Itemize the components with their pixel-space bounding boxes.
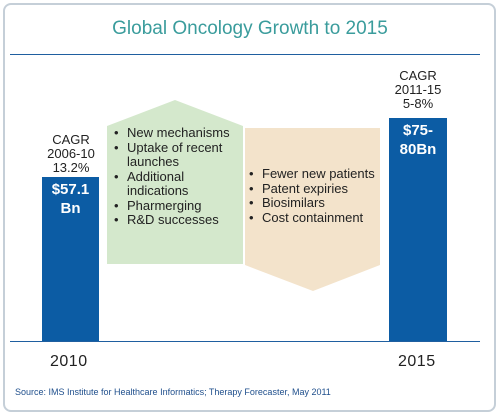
bar-2010-label-line-2: Bn <box>60 200 81 217</box>
year-label-2015: 2015 <box>398 353 436 370</box>
bar-2015-label-line-2: 80Bn <box>399 141 437 158</box>
bar-2010: $57.1 Bn <box>42 177 99 341</box>
bar-2010-label-line-1: $57.1 <box>51 181 90 198</box>
bar-2015: $75- 80Bn <box>389 118 447 341</box>
cagr-2015-line-3: 5-8% <box>402 96 434 111</box>
detractor-item: Cost containment <box>249 210 381 226</box>
driver-item: Additional indications <box>114 169 242 199</box>
driver-item: Pharmerging <box>114 198 242 214</box>
cagr-2010-line-2: 2006-10 <box>47 146 95 161</box>
cagr-2010-line-1: CAGR <box>52 132 90 147</box>
driver-item: R&D successes <box>114 212 242 228</box>
baseline-rule <box>10 341 480 342</box>
detractor-item: Fewer new patients <box>249 166 381 182</box>
growth-detractors-panel: Fewer new patients Patent expiries Biosi… <box>249 166 381 226</box>
title-rule <box>10 54 480 55</box>
growth-drivers-panel: New mechanisms Uptake of recent launches… <box>114 125 242 228</box>
driver-item: Uptake of recent launches <box>114 140 242 170</box>
bar-2015-label: $75- 80Bn <box>389 118 447 159</box>
bar-2015-label-line-1: $75- <box>402 122 434 139</box>
year-label-2010: 2010 <box>50 353 88 370</box>
chart-title: Global Oncology Growth to 2015 <box>112 18 388 39</box>
source-note: Source: IMS Institute for Healthcare Inf… <box>15 387 331 397</box>
cagr-2010: CAGR 2006-10 13.2% <box>40 133 102 175</box>
cagr-2015-line-1: CAGR <box>399 68 437 83</box>
cagr-2015: CAGR 2011-15 5-8% <box>388 69 448 111</box>
detractor-item: Biosimilars <box>249 195 381 211</box>
cagr-2015-line-2: 2011-15 <box>394 82 442 97</box>
bar-2010-label: $57.1 Bn <box>42 177 99 218</box>
cagr-2010-line-3: 13.2% <box>52 160 90 175</box>
detractor-item: Patent expiries <box>249 181 381 197</box>
driver-item: New mechanisms <box>114 125 242 141</box>
